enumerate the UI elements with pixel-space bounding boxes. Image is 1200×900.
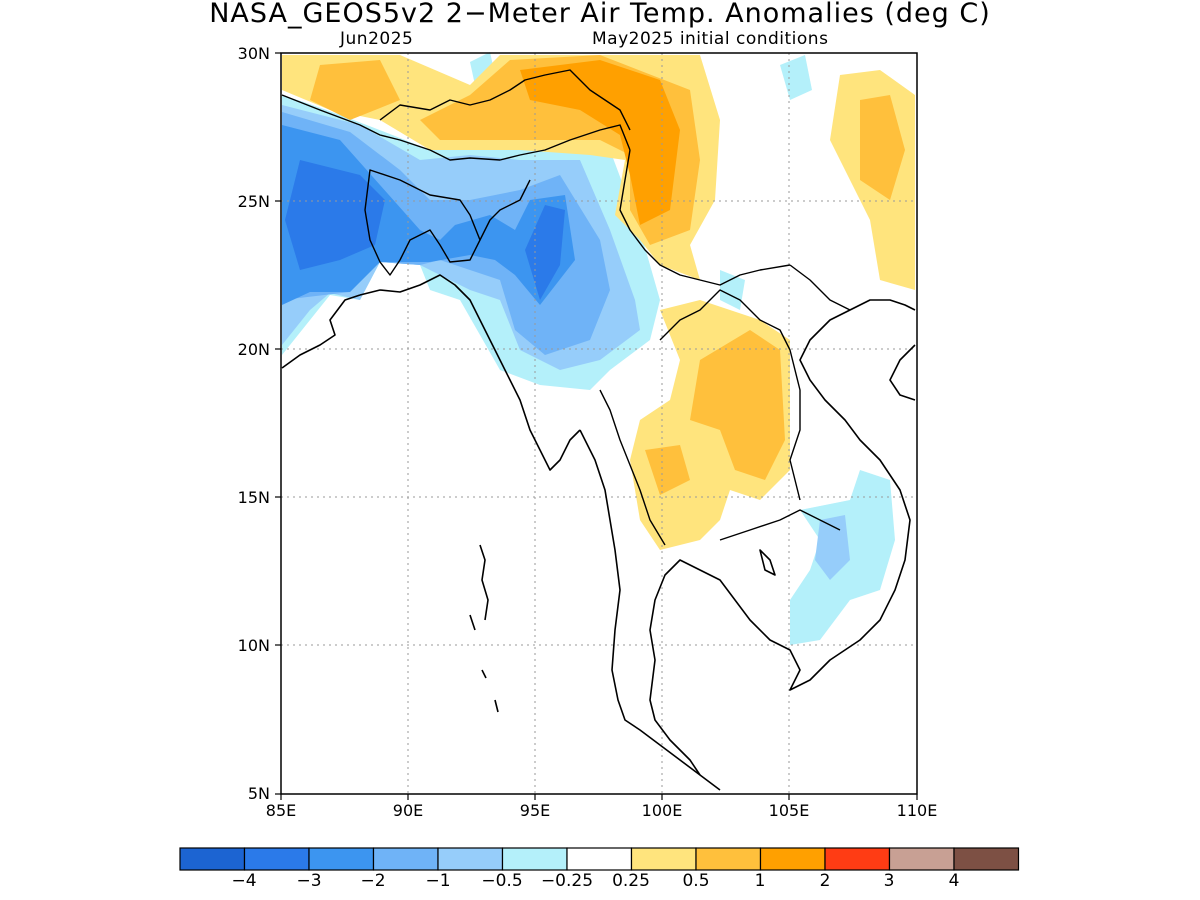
colorbar-swatch <box>759 847 826 871</box>
myanmar-thai-border <box>599 389 666 546</box>
lat-tick-30n: 30N <box>237 44 270 63</box>
anomaly-cool-2 <box>282 125 575 305</box>
lon-tick-105e: 105E <box>768 801 810 820</box>
colorbar-label: −1 <box>425 871 451 891</box>
cambodia-border <box>719 509 841 541</box>
lon-tick-95e: 95E <box>519 801 551 820</box>
colorbar-label: 2 <box>819 871 831 891</box>
graticule <box>281 53 917 794</box>
anomaly-warm-thai3 <box>645 445 690 495</box>
anomaly-cool-n <box>780 55 812 100</box>
anomaly-contours <box>282 52 915 645</box>
vietnam-border <box>789 264 851 311</box>
colorbar-swatch <box>630 847 697 871</box>
lon-tick-100e: 100E <box>641 801 683 820</box>
colorbar-label: −2 <box>360 871 386 891</box>
colorbar-swatch <box>372 847 439 871</box>
anomaly-cool-3 <box>285 160 385 270</box>
colorbar-label: 4 <box>948 871 960 891</box>
lon-tick-85e: 85E <box>265 801 297 820</box>
borders <box>281 69 851 546</box>
colorbar-swatch <box>179 847 246 871</box>
colorbar-label: −4 <box>231 871 257 891</box>
anomaly-cool-se2 <box>815 515 850 580</box>
colorbar-swatch <box>824 847 891 871</box>
plot-frame <box>280 52 918 795</box>
colorbar-swatch <box>243 847 310 871</box>
colorbar-swatch <box>888 847 955 871</box>
myanmar-china-border <box>619 149 791 286</box>
colorbar-swatch <box>953 847 1020 871</box>
lat-tick-20n: 20N <box>237 340 270 359</box>
himalaya-border <box>281 94 631 161</box>
lon-tick-90e: 90E <box>392 801 424 820</box>
initial-conditions-label: May2025 initial conditions <box>592 29 829 49</box>
china-coast <box>889 344 916 401</box>
andaman-islands-2 <box>469 614 476 631</box>
colorbar-label: 0.25 <box>612 871 650 891</box>
lat-tick-5n: 5N <box>247 784 270 803</box>
anomaly-warm-1 <box>520 60 680 225</box>
axis-ticks <box>275 52 918 800</box>
colorbar-label: 0.5 <box>682 871 710 891</box>
gulf-thailand-coast <box>649 299 916 776</box>
anomaly-warm-ne2 <box>860 95 905 200</box>
bengal-delta-coast <box>359 274 581 471</box>
india-coast <box>281 294 361 369</box>
map-title: NASA_GEOS5v2 2−Meter Air Temp. Anomalies… <box>209 0 991 29</box>
lat-tick-25n: 25N <box>237 192 270 211</box>
tibet-border <box>379 69 631 131</box>
lon-tick-110e: 110E <box>896 801 938 820</box>
colorbar-swatch <box>566 847 633 871</box>
anomaly-warm-0.5 <box>310 60 400 120</box>
tonle-sap <box>759 549 776 576</box>
colorbar-swatch <box>695 847 762 871</box>
nicobar-2 <box>494 699 499 713</box>
colorbar-label: −0.25 <box>540 871 594 891</box>
lat-tick-10n: 10N <box>237 636 270 655</box>
forecast-month: Jun2025 <box>340 29 414 49</box>
myanmar-coast <box>579 429 721 791</box>
anomaly-warm-thai2 <box>690 330 785 480</box>
colorbar-label: −3 <box>296 871 322 891</box>
nicobar-1 <box>481 669 487 679</box>
andaman-islands <box>479 544 489 621</box>
colorbar-label: −0.5 <box>481 871 523 891</box>
colorbar <box>179 847 1020 871</box>
colorbar-label: 1 <box>754 871 766 891</box>
colorbar-swatch <box>501 847 568 871</box>
bangladesh-border <box>364 169 481 276</box>
ne-india-border <box>479 179 531 241</box>
coastlines <box>281 274 916 791</box>
colorbar-label: 3 <box>883 871 895 891</box>
lat-tick-15n: 15N <box>237 488 270 507</box>
colorbar-swatch <box>437 847 504 871</box>
anomaly-cool-c <box>720 270 745 310</box>
colorbar-swatch <box>308 847 375 871</box>
laos-border <box>659 289 801 501</box>
